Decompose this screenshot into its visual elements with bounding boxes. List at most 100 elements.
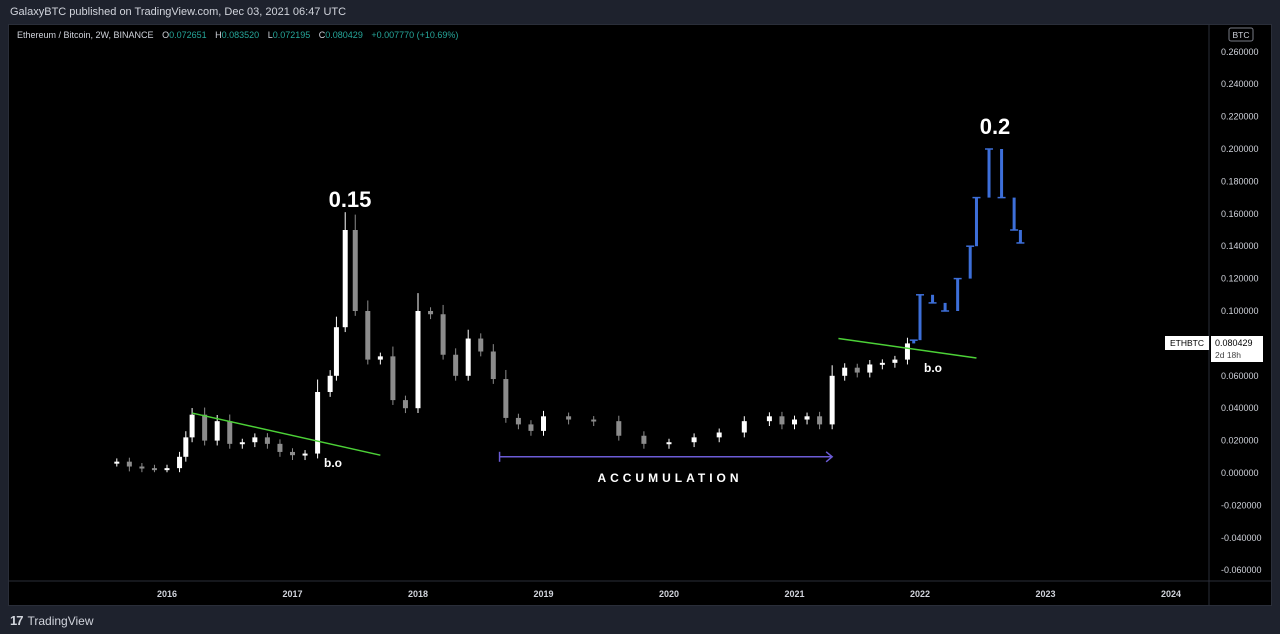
tradingview-icon: 17: [10, 613, 24, 628]
projection-bar: [931, 294, 935, 303]
legend-o-value: 0.072651: [169, 30, 207, 40]
candle-body: [716, 432, 722, 438]
candle-body: [277, 443, 283, 452]
candle-body: [214, 421, 220, 441]
time-tick: 2020: [659, 589, 679, 599]
time-axis[interactable]: 2016 2017 2018 2019 2020 2021 2022 2023 2024: [157, 589, 1181, 599]
trendline: [191, 412, 381, 456]
candle-body: [302, 453, 308, 456]
time-tick: 2017: [282, 589, 302, 599]
legend-change: +0.007770 (+10.69%): [371, 30, 458, 40]
price-tick: 0.200000: [1221, 144, 1259, 154]
ticker-tag: [1165, 336, 1209, 350]
candle-body: [829, 375, 835, 425]
legend-h-value: 0.083520: [222, 30, 260, 40]
breakout-right-label: b.o: [924, 361, 942, 375]
candle-body: [616, 421, 622, 436]
candle-body: [114, 461, 120, 464]
price-tick: 0.060000: [1221, 371, 1259, 381]
price-tick: 0.180000: [1221, 176, 1259, 186]
time-tick: 2024: [1161, 589, 1181, 599]
published-line: GalaxyBTC published on TradingView.com, …: [10, 6, 347, 18]
trendlines: [191, 337, 977, 456]
candle-body: [440, 314, 446, 355]
candle-body: [183, 437, 189, 457]
legend-h-label: H: [215, 30, 222, 40]
price-tick: 0.160000: [1221, 209, 1259, 219]
candle-body: [227, 421, 233, 444]
candle-body: [892, 359, 898, 363]
price-tick: 0.040000: [1221, 403, 1259, 413]
last-price-value: 0.080429: [1215, 338, 1253, 348]
candle-body: [478, 338, 484, 352]
price-axis[interactable]: 0.260000 0.240000 0.220000 0.200000 0.180000…: [1221, 47, 1262, 575]
candle-body: [591, 419, 597, 422]
candle-body: [804, 416, 810, 420]
candle-body: [904, 343, 910, 360]
candle-body: [879, 362, 885, 365]
currency-badge[interactable]: BTC: [1233, 30, 1250, 40]
candle-body: [842, 367, 848, 376]
legend-c-label: C: [319, 30, 326, 40]
price-tick: 0.240000: [1221, 79, 1259, 89]
candle-body: [766, 416, 772, 422]
candle-body: [503, 379, 509, 418]
accumulation-label: ACCUMULATION: [597, 471, 742, 485]
legend-o-label: O: [162, 30, 169, 40]
candle-body: [315, 392, 321, 454]
footer-brand: TradingView: [27, 613, 94, 628]
last-price-marker[interactable]: ETHBTC 0.080429 2d 18h: [1165, 336, 1263, 362]
candle-body: [290, 451, 295, 456]
candle-body: [327, 375, 333, 392]
tradingview-logo[interactable]: 17 TradingView: [10, 613, 94, 628]
candle-body: [666, 442, 672, 445]
projection-bar: [987, 149, 991, 198]
time-tick: 2023: [1035, 589, 1055, 599]
legend-c-value: 0.080429: [325, 30, 363, 40]
price-tick: 0.120000: [1221, 274, 1259, 284]
candle-body: [377, 356, 383, 360]
time-tick: 2018: [408, 589, 428, 599]
candle-body: [202, 414, 208, 441]
candles: [114, 212, 910, 473]
candle-body: [465, 338, 471, 376]
time-tick: 2019: [533, 589, 553, 599]
legend-line: Ethereum / Bitcoin, 2W, BINANCE O0.07265…: [17, 30, 458, 40]
projection-bar: [974, 197, 978, 247]
peak-2022-label: 0.2: [980, 114, 1011, 139]
ticker-label: ETHBTC: [1170, 338, 1204, 348]
candle-body: [566, 416, 572, 420]
candle-body: [126, 461, 132, 467]
accumulation-arrow: [498, 451, 834, 463]
candle-body: [415, 311, 421, 409]
projection-bar: [918, 294, 922, 341]
chart-svg[interactable]: Ethereum / Bitcoin, 2W, BINANCE O0.07265…: [9, 25, 1271, 605]
candle-body: [490, 351, 496, 380]
projection-bar: [1012, 197, 1016, 230]
price-tag: [1211, 336, 1263, 362]
breakout-left-label: b.o: [324, 456, 342, 470]
projection-bar: [1018, 230, 1022, 243]
candle-body: [402, 400, 408, 409]
price-tick: 0.000000: [1221, 468, 1259, 478]
time-tick: 2016: [157, 589, 177, 599]
candle-body: [189, 414, 195, 438]
peak-2017-label: 0.15: [329, 187, 372, 212]
candle-body: [428, 311, 434, 315]
candle-body: [365, 311, 371, 360]
chart-area[interactable]: Ethereum / Bitcoin, 2W, BINANCE O0.07265…: [8, 24, 1272, 606]
price-tick: -0.060000: [1221, 565, 1262, 575]
price-tick: 0.140000: [1221, 241, 1259, 251]
countdown-value: 2d 18h: [1215, 350, 1241, 360]
candle-body: [817, 416, 823, 425]
price-tick: 0.220000: [1221, 112, 1259, 122]
candle-body: [453, 354, 459, 376]
currency-badge-box[interactable]: [1228, 27, 1254, 42]
projection-bar: [1000, 149, 1004, 198]
price-tick: -0.020000: [1221, 500, 1262, 510]
projection-bar: [956, 278, 960, 311]
candle-body: [854, 367, 860, 373]
candle-body: [239, 442, 245, 445]
candle-body: [252, 437, 258, 443]
candle-body: [151, 468, 157, 471]
